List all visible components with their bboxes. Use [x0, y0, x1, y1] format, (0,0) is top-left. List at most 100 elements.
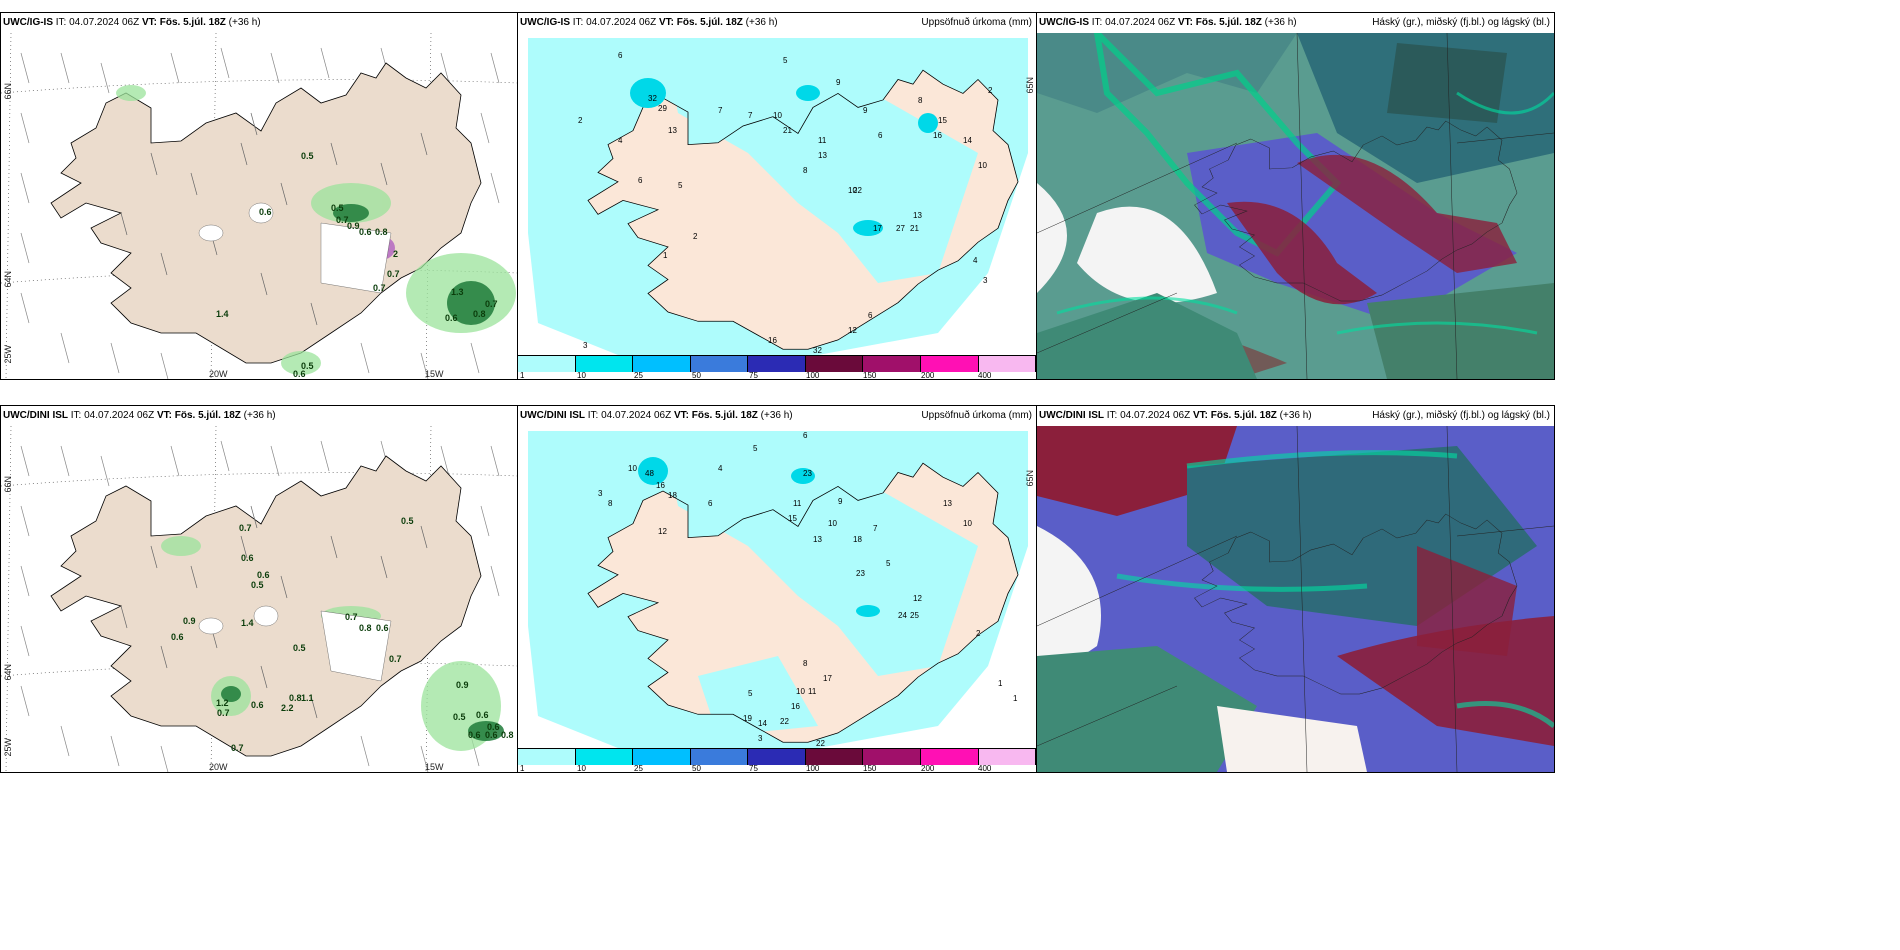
- map-value-label: 1.1: [301, 693, 314, 703]
- map-value-label: 21: [783, 126, 792, 135]
- cloud-title: Háský (gr.), miðský (fj.bl.) og lágský (…: [1372, 410, 1550, 421]
- wind-map-panel-2: UWC/DINI ISL IT: 04.07.2024 06Z VT: Fös.…: [0, 405, 518, 773]
- cloud-map-panel-1: UWC/IG-IS IT: 04.07.2024 06Z VT: Fös. 5.…: [1036, 12, 1555, 380]
- lat-label: 64N: [3, 664, 13, 681]
- map-value-label: 0.6: [171, 632, 184, 642]
- legend-swatch: [575, 356, 634, 372]
- map-value-label: 11: [808, 687, 817, 696]
- map-value-label: 10: [963, 519, 972, 528]
- map-value-label: 13: [943, 499, 952, 508]
- map-value-label: 6: [803, 431, 808, 440]
- map-value-label: 13: [813, 535, 822, 544]
- wind-map[interactable]: 0.5 0.6 0.5 0.7 0.9 0.6 0.8 2 0.7 0.7 1.…: [1, 33, 517, 379]
- map-value-label: 27: [896, 224, 905, 233]
- map-value-label: 0.6: [251, 700, 264, 710]
- panel-header: UWC/IG-IS IT: 04.07.2024 06Z VT: Fös. 5.…: [518, 13, 1036, 33]
- map-value-label: 1: [663, 251, 668, 260]
- legend-tick: 75: [749, 764, 758, 773]
- wind-value: 2: [393, 249, 398, 259]
- legend-tick: 25: [634, 764, 643, 773]
- map-value-label: 6: [618, 51, 623, 60]
- panel-header: UWC/DINI ISL IT: 04.07.2024 06Z VT: Fös.…: [518, 406, 1036, 426]
- wind-value: 0.7: [373, 283, 386, 293]
- map-value-label: 7: [873, 524, 878, 533]
- map-value-label: 1: [1013, 694, 1018, 703]
- panel-header: UWC/IG-IS IT: 04.07.2024 06Z VT: Fös. 5.…: [1037, 13, 1554, 33]
- wind-value: 0.5: [331, 203, 344, 213]
- wind-value: 1.3: [451, 287, 464, 297]
- map-value-label: 0.7: [239, 523, 252, 533]
- lon-label: 25W: [3, 345, 13, 364]
- wind-value: 0.8: [375, 227, 388, 237]
- map-value-label: 0.6: [485, 730, 498, 740]
- map-value-label: 1.2: [216, 698, 229, 708]
- map-value-label: 16: [791, 702, 800, 711]
- precip-legend: 1 10 25 50 75 100 150 200 400: [518, 355, 1036, 379]
- wind-terrain-barbs: [120, 112, 428, 326]
- wind-map[interactable]: 0.7 0.6 0.6 0.5 0.5 0.9 0.6 1.4 0.7 0.8 …: [1, 426, 517, 772]
- map-value-label: 24: [898, 611, 907, 620]
- legend-tick: 150: [863, 371, 877, 380]
- legend-swatch: [575, 749, 634, 765]
- legend-swatch: [805, 749, 864, 765]
- map-value-label: 6: [868, 311, 873, 320]
- lon-label: 15W: [425, 369, 444, 379]
- map-value-label: 8: [918, 96, 923, 105]
- map-value-label: 32: [813, 346, 822, 355]
- map-value-label: 0.8: [501, 730, 514, 740]
- map-value-label: 0.5: [251, 580, 264, 590]
- legend-tick: 10: [577, 764, 586, 773]
- map-value-label: 2: [693, 232, 698, 241]
- map-value-label: 3: [758, 734, 763, 743]
- legend-tick: 75: [749, 371, 758, 380]
- map-value-label: 22: [780, 717, 789, 726]
- map-value-label: 23: [856, 569, 865, 578]
- legend-tick: 150: [863, 764, 877, 773]
- precip-map[interactable]: 6 5 7 13 9 32 29 2 4 7 10 6 5 8 21 11 13…: [518, 33, 1036, 355]
- map-value-label: 8: [803, 659, 808, 668]
- legend-swatch: [633, 749, 691, 765]
- map-value-label: 0.6: [468, 730, 481, 740]
- legend-tick: 400: [978, 764, 992, 773]
- map-value-label: 8: [803, 166, 808, 175]
- map-value-label: 0.7: [231, 743, 244, 753]
- map-value-label: 0.9: [456, 680, 469, 690]
- map-value-label: 0.5: [401, 516, 414, 526]
- map-value-label: 23: [803, 469, 812, 478]
- legend-swatch: [863, 749, 921, 765]
- legend-tick: 1: [520, 371, 525, 380]
- cloud-title: Háský (gr.), miðský (fj.bl.) og lágský (…: [1372, 17, 1550, 28]
- map-value-label: 15: [788, 514, 797, 523]
- map-value-label: 8: [608, 499, 613, 508]
- lat-label: 66N: [3, 476, 13, 493]
- map-value-label: 0.6: [476, 710, 489, 720]
- legend-swatch: [863, 356, 921, 372]
- legend-swatch: [690, 749, 749, 765]
- map-value-label: 0.7: [217, 708, 230, 718]
- wind-value: 0.6: [293, 369, 306, 379]
- lat-label: 65N: [1025, 77, 1035, 94]
- legend-colorbar: [518, 355, 1036, 372]
- legend-swatch: [978, 356, 1036, 372]
- map-value-label: 4: [618, 136, 623, 145]
- map-value-label: 9: [863, 106, 868, 115]
- legend-swatch: [690, 356, 749, 372]
- map-value-label: 25: [910, 611, 919, 620]
- legend-tick: 200: [921, 371, 935, 380]
- map-value-label: 14: [963, 136, 972, 145]
- map-value-label: 10: [828, 519, 837, 528]
- cloud-map[interactable]: [1037, 33, 1554, 379]
- map-value-label: 11: [818, 136, 827, 145]
- wind-barbs: [20, 47, 500, 379]
- precip-map[interactable]: 6 4 5 10 48 16 18 3 8 6 12 11 15 23 9 13…: [518, 426, 1036, 748]
- map-value-label: 13: [668, 126, 677, 135]
- map-value-label: 10: [628, 464, 637, 473]
- map-value-label: 48: [645, 469, 654, 478]
- map-value-label: 32: [648, 94, 657, 103]
- map-value-label: 12: [848, 326, 857, 335]
- map-value-label: 18: [668, 491, 677, 500]
- wind-value: 0.9: [347, 221, 360, 231]
- map-value-label: 0.6: [376, 623, 389, 633]
- cloud-map[interactable]: [1037, 426, 1554, 772]
- map-value-label: 5: [748, 689, 753, 698]
